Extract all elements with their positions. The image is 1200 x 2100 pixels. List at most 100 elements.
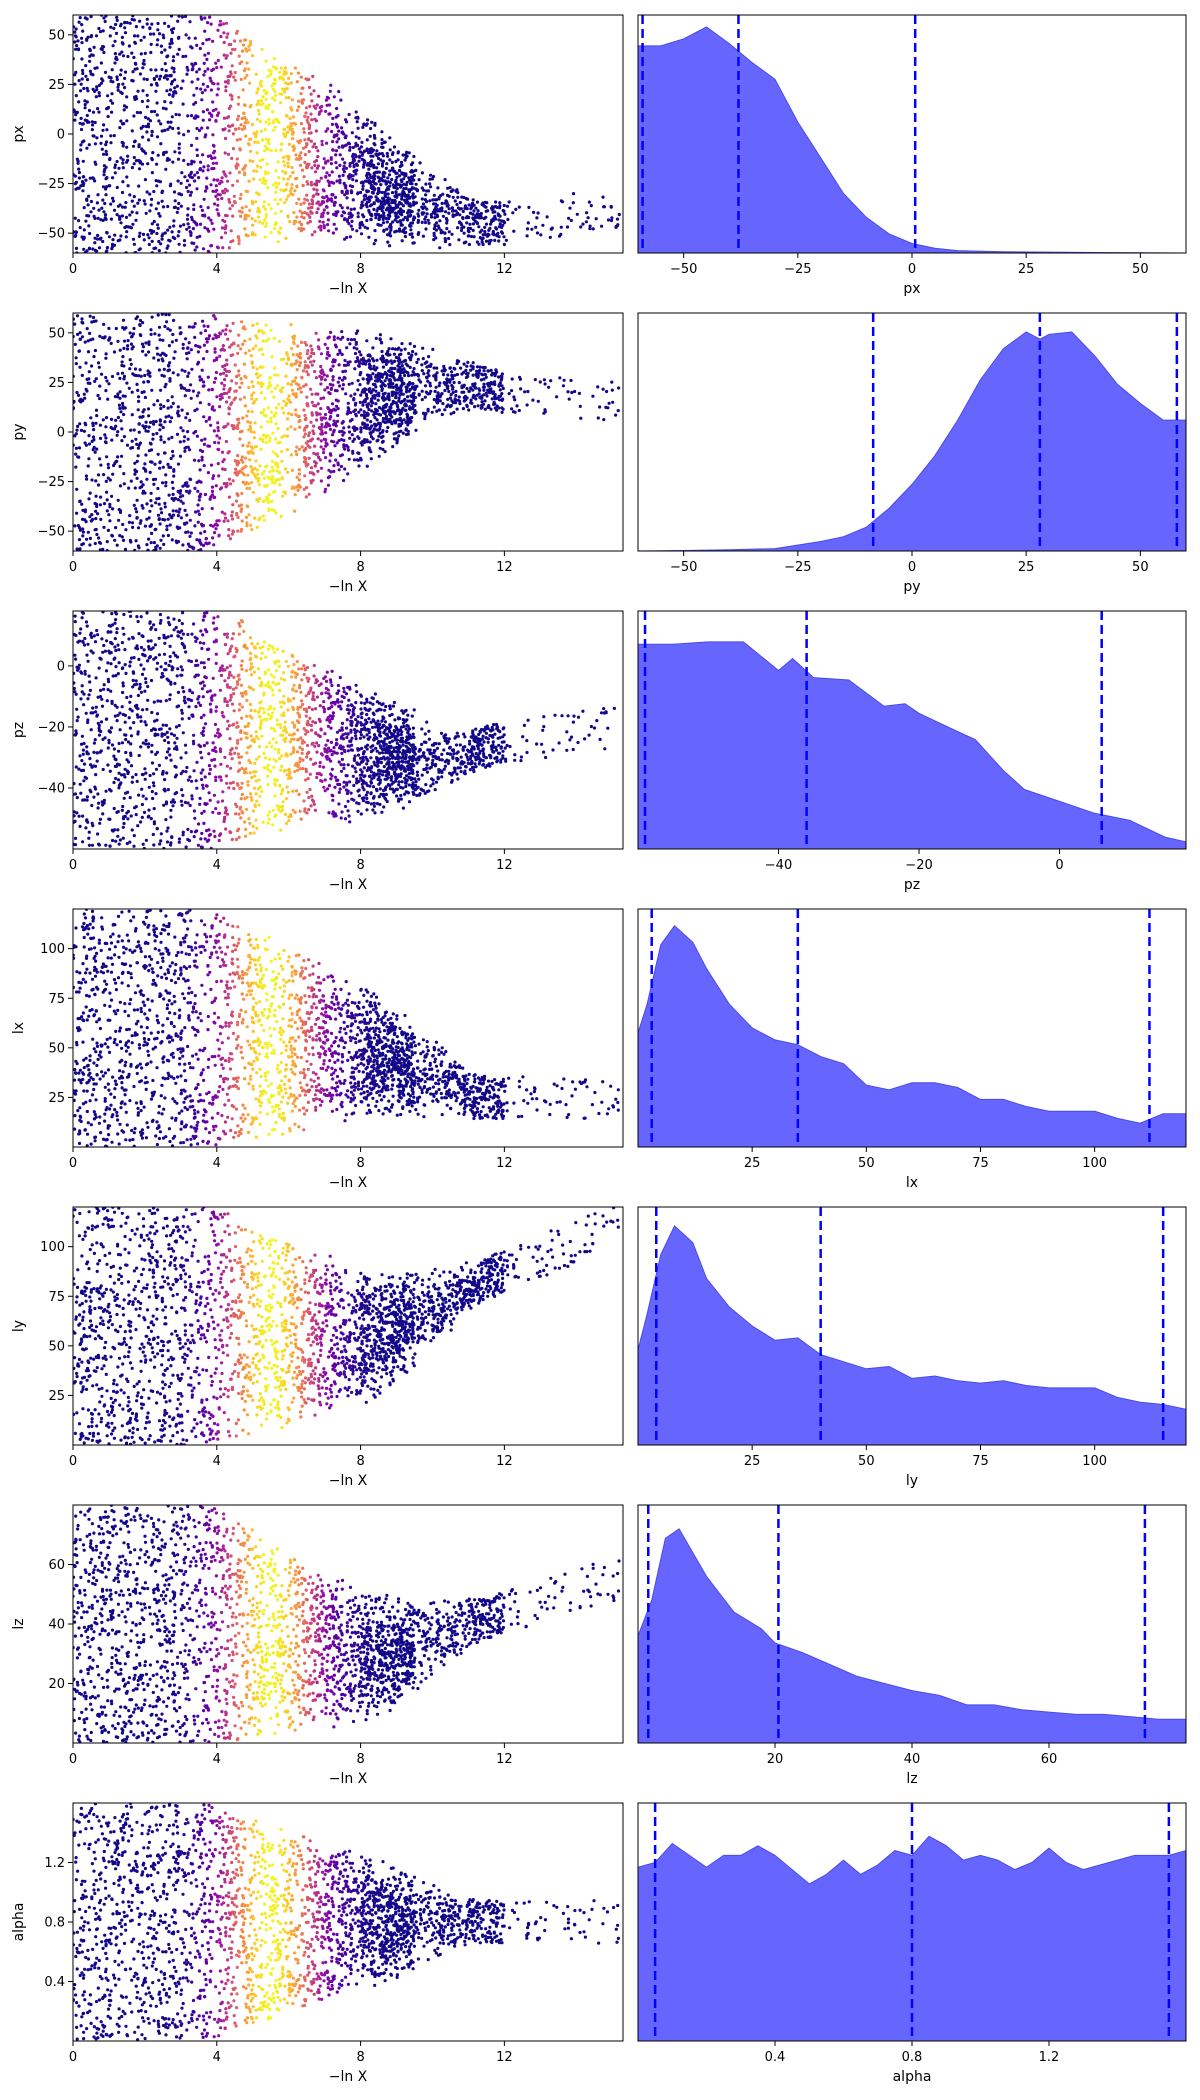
trace-px-point	[249, 103, 253, 108]
trace-px-point	[167, 238, 171, 242]
trace-px-point	[190, 159, 194, 163]
trace-px-point	[326, 218, 330, 222]
trace-px-point	[233, 70, 237, 75]
trace-py-point	[270, 481, 275, 485]
trace-px-point	[374, 152, 378, 156]
trace-py-point	[315, 418, 319, 422]
trace-py-point	[147, 449, 151, 453]
trace-px-point	[286, 215, 290, 219]
trace-py-point	[96, 512, 100, 516]
trace-py-point	[375, 418, 379, 422]
trace-px-point	[369, 175, 373, 180]
trace-py-point	[536, 399, 540, 403]
trace-px-point	[76, 39, 80, 43]
trace-py-point	[236, 529, 240, 533]
trace-px-point	[84, 64, 88, 68]
trace-px-point	[137, 143, 141, 147]
trace-py-point	[378, 375, 382, 379]
trace-px-point	[206, 164, 210, 168]
trace-px-point	[225, 35, 229, 39]
trace-py-point	[144, 353, 148, 357]
trace-py-point	[76, 424, 80, 428]
trace-py-point	[109, 341, 113, 345]
trace-py-point	[309, 387, 313, 391]
trace-px-point	[243, 67, 247, 71]
trace-px-point	[181, 79, 185, 83]
trace-px-point	[166, 244, 170, 248]
trace-px-point	[212, 166, 216, 171]
trace-px-point	[148, 192, 152, 196]
trace-px-point	[532, 210, 536, 214]
trace-px-point	[459, 228, 464, 233]
trace-py-point	[93, 501, 97, 506]
trace-py-point	[284, 374, 288, 378]
trace-py-point	[287, 394, 291, 398]
trace-px-point	[79, 148, 83, 152]
trace-py-point	[143, 491, 147, 495]
trace-py-point	[326, 346, 330, 350]
trace-px-xlabel: −ln X	[329, 281, 368, 297]
trace-px-point	[132, 18, 136, 22]
trace-py-point	[216, 426, 220, 430]
trace-py-point	[462, 383, 466, 387]
trace-px-point	[123, 205, 127, 209]
trace-px-point	[165, 55, 169, 59]
trace-py-point	[210, 485, 215, 489]
trace-px-point	[192, 203, 196, 207]
trace-px-point	[371, 180, 375, 184]
trace-py-point	[73, 322, 77, 326]
trace-py-point	[166, 399, 170, 403]
trace-px-point	[429, 173, 433, 177]
trace-py-point	[310, 351, 314, 355]
trace-px-point	[76, 48, 81, 52]
trace-px-point	[85, 100, 89, 104]
trace-px-point	[461, 216, 465, 220]
trace-py-point	[452, 380, 456, 385]
trace-px-point	[245, 61, 249, 65]
trace-px-point	[201, 118, 205, 122]
trace-px-point	[331, 116, 335, 120]
trace-px-point	[195, 171, 199, 175]
trace-px-point	[294, 153, 298, 157]
trace-py-point	[286, 417, 290, 421]
trace-py-point	[247, 513, 251, 517]
trace-py-point	[128, 331, 132, 335]
trace-py-point	[188, 418, 192, 422]
trace-py-point	[233, 396, 237, 400]
trace-px-point	[152, 219, 156, 224]
trace-px-point	[154, 68, 158, 72]
trace-py-point	[427, 355, 431, 359]
trace-px-point	[280, 75, 284, 79]
trace-px-point	[118, 217, 122, 221]
trace-px-point	[421, 202, 426, 206]
trace-py-point	[270, 390, 274, 394]
trace-px-point	[73, 118, 77, 122]
trace-py-point	[489, 407, 493, 411]
trace-px-point	[279, 226, 283, 230]
trace-px-point	[125, 230, 129, 234]
trace-px-point	[141, 66, 145, 70]
trace-px-point	[355, 229, 359, 233]
trace-py-point	[201, 357, 206, 361]
trace-py-point	[353, 367, 357, 371]
trace-px-point	[281, 169, 285, 173]
trace-py-point	[134, 539, 138, 543]
trace-px-point	[340, 214, 344, 218]
trace-py-point	[139, 374, 143, 378]
trace-px-point	[347, 142, 351, 146]
trace-py-point	[238, 430, 242, 434]
trace-py-point	[206, 324, 210, 328]
trace-py-point	[260, 329, 264, 333]
trace-px-point	[296, 99, 301, 103]
trace-px-point	[91, 176, 95, 180]
trace-py-point	[493, 382, 497, 387]
trace-py-point	[126, 339, 130, 343]
trace-px-point	[300, 211, 304, 215]
trace-px-point	[534, 225, 538, 229]
trace-py-point	[341, 383, 345, 387]
trace-py-point	[159, 438, 163, 442]
trace-px-point	[113, 52, 117, 56]
trace-py-point	[549, 379, 553, 383]
trace-py-point	[94, 494, 98, 498]
trace-py-point	[342, 478, 346, 483]
